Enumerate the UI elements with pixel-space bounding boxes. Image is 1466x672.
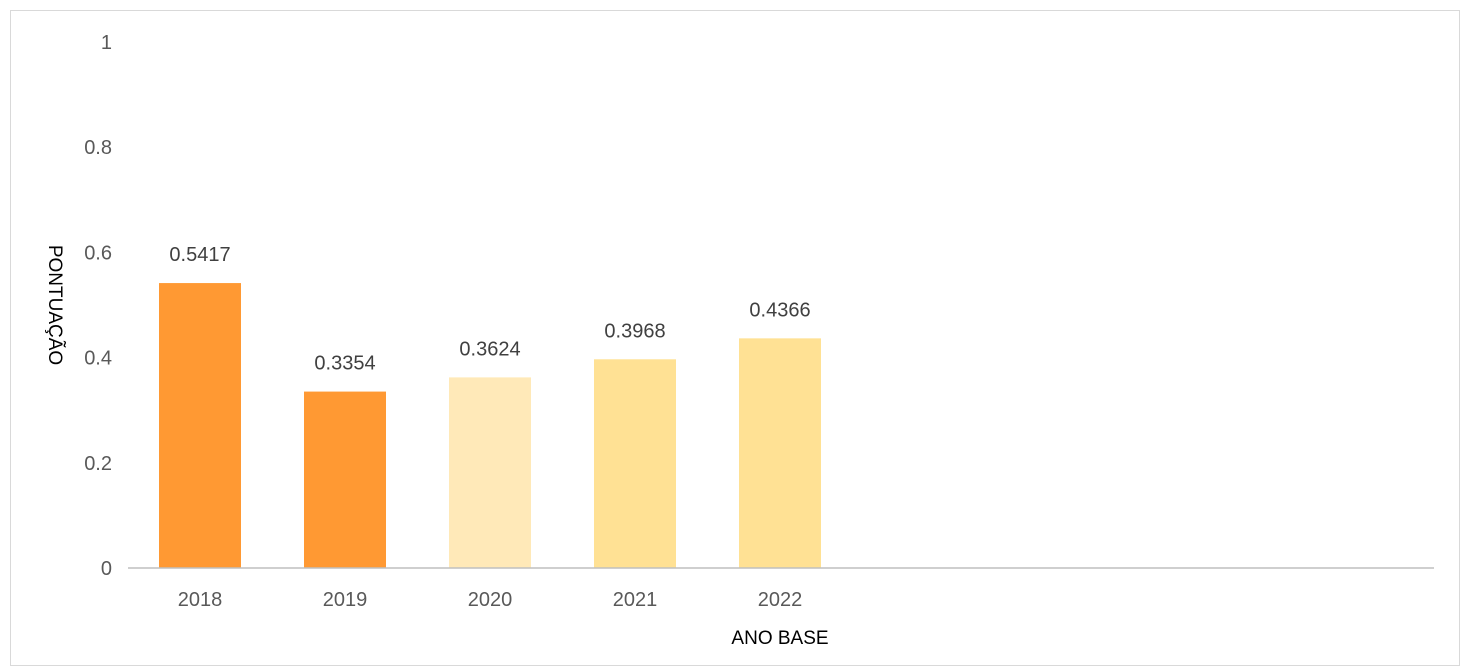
data-label-2021: 0.3968 [604,320,665,342]
y-tick-label: 0.8 [84,137,112,159]
y-tick-label: 1 [101,32,112,54]
x-tick-label-2022: 2022 [758,589,803,611]
bar-2022 [739,338,821,568]
bar-2021 [594,359,676,568]
x-tick-label-2021: 2021 [613,589,658,611]
x-tick-label-2019: 2019 [323,589,368,611]
y-tick-label: 0.2 [84,453,112,475]
y-axis-title: PONTUAÇÃO [44,245,66,365]
x-axis-title: ANO BASE [731,628,828,649]
data-label-2020: 0.3624 [459,338,520,360]
x-tick-label-2020: 2020 [468,589,513,611]
bar-2018 [159,283,241,568]
bar-2020 [449,377,531,568]
bars [159,283,821,568]
y-axis-ticks: 0 0.2 0.4 0.6 0.8 1 [84,32,112,580]
y-tick-label: 0.4 [84,348,112,370]
bar-2019 [304,391,386,568]
y-tick-label: 0.6 [84,242,112,264]
data-label-2022: 0.4366 [749,299,810,321]
y-tick-label: 0 [101,558,112,580]
data-label-2018: 0.5417 [169,244,230,266]
data-labels: 0.5417 0.3354 0.3624 0.3968 0.4366 [169,244,810,375]
chart-frame [10,10,1460,666]
data-label-2019: 0.3354 [314,353,375,375]
x-axis-ticks: 2018 2019 2020 2021 2022 [178,589,803,611]
x-tick-label-2018: 2018 [178,589,223,611]
